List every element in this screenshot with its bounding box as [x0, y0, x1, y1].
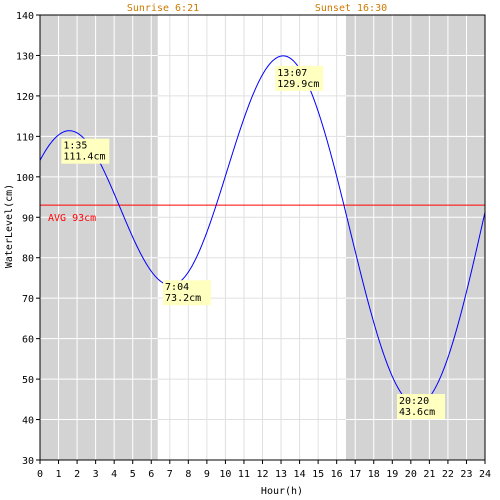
annotation-box — [397, 393, 446, 419]
x-tick-label: 18 — [368, 469, 380, 480]
annotation-box — [275, 65, 324, 91]
x-tick-label: 8 — [185, 469, 191, 480]
night-shading — [40, 15, 485, 460]
night-shade-2 — [345, 15, 485, 460]
x-tick-label: 14 — [294, 469, 306, 480]
grid — [40, 15, 485, 460]
annotation-level: 129.9cm — [277, 79, 319, 90]
y-axis-title: WaterLevel(cm) — [4, 184, 15, 268]
y-tick-label: 90 — [22, 213, 34, 224]
x-tick-label: 4 — [111, 469, 117, 480]
annotation-level: 43.6cm — [399, 407, 435, 418]
annotation-level: 111.4cm — [63, 152, 105, 163]
x-tick-label: 6 — [148, 469, 154, 480]
x-tick-label: 10 — [219, 469, 231, 480]
average-label: AVG 93cm — [48, 213, 96, 224]
x-tick-label: 3 — [93, 469, 99, 480]
x-axis-title: Hour(h) — [261, 486, 303, 497]
x-tick-label: 9 — [204, 469, 210, 480]
y-tick-label: 100 — [16, 173, 34, 184]
x-tick-label: 7 — [167, 469, 173, 480]
sunrise-label: Sunrise 6:21 — [127, 3, 199, 14]
x-tick-label: 0 — [37, 469, 43, 480]
x-tick-label: 11 — [238, 469, 250, 480]
annotation-time: 7:04 — [165, 282, 189, 293]
y-tick-label: 130 — [16, 51, 34, 62]
average-line-group: AVG 93cm — [40, 204, 485, 224]
y-tick-label: 50 — [22, 375, 34, 386]
x-tick-label: 22 — [442, 469, 454, 480]
annotation-box — [61, 138, 110, 164]
x-tick-label: 20 — [405, 469, 417, 480]
x-tick-label: 1 — [56, 469, 62, 480]
x-tick-label: 21 — [423, 469, 435, 480]
x-tick-label: 17 — [349, 469, 361, 480]
axes: 0 1 2 3 4 5 6 7 8 9 10 11 12 13 14 15 16 17 18 19 20 21 22 23 24… — [16, 11, 491, 480]
annotation-time: 20:20 — [399, 396, 429, 407]
y-tick-label: 110 — [16, 132, 34, 143]
y-tick-label: 70 — [22, 294, 34, 305]
annotation-time: 13:07 — [277, 68, 307, 79]
y-tick-label: 60 — [22, 335, 34, 346]
y-tick-label: 40 — [22, 416, 34, 427]
y-tick-label: 120 — [16, 92, 34, 103]
y-tick-label: 30 — [22, 456, 34, 467]
sunset-label: Sunset 16:30 — [315, 3, 387, 14]
x-tick-label: 5 — [130, 469, 136, 480]
y-tick-label: 140 — [16, 11, 34, 22]
x-tick-label: 2 — [74, 469, 80, 480]
annotation-level: 73.2cm — [165, 293, 201, 304]
y-tick-label: 80 — [22, 254, 34, 265]
x-tick-label: 19 — [386, 469, 398, 480]
night-shade-1 — [40, 15, 158, 460]
x-tick-label: 13 — [275, 469, 287, 480]
x-tick-label: 12 — [256, 469, 268, 480]
x-tick-label: 15 — [312, 469, 324, 480]
x-tick-label: 24 — [479, 469, 491, 480]
x-tick-label: 23 — [460, 469, 472, 480]
x-tick-label: 16 — [331, 469, 343, 480]
annotation-box — [163, 280, 212, 306]
annotation-time: 1:35 — [63, 141, 87, 152]
